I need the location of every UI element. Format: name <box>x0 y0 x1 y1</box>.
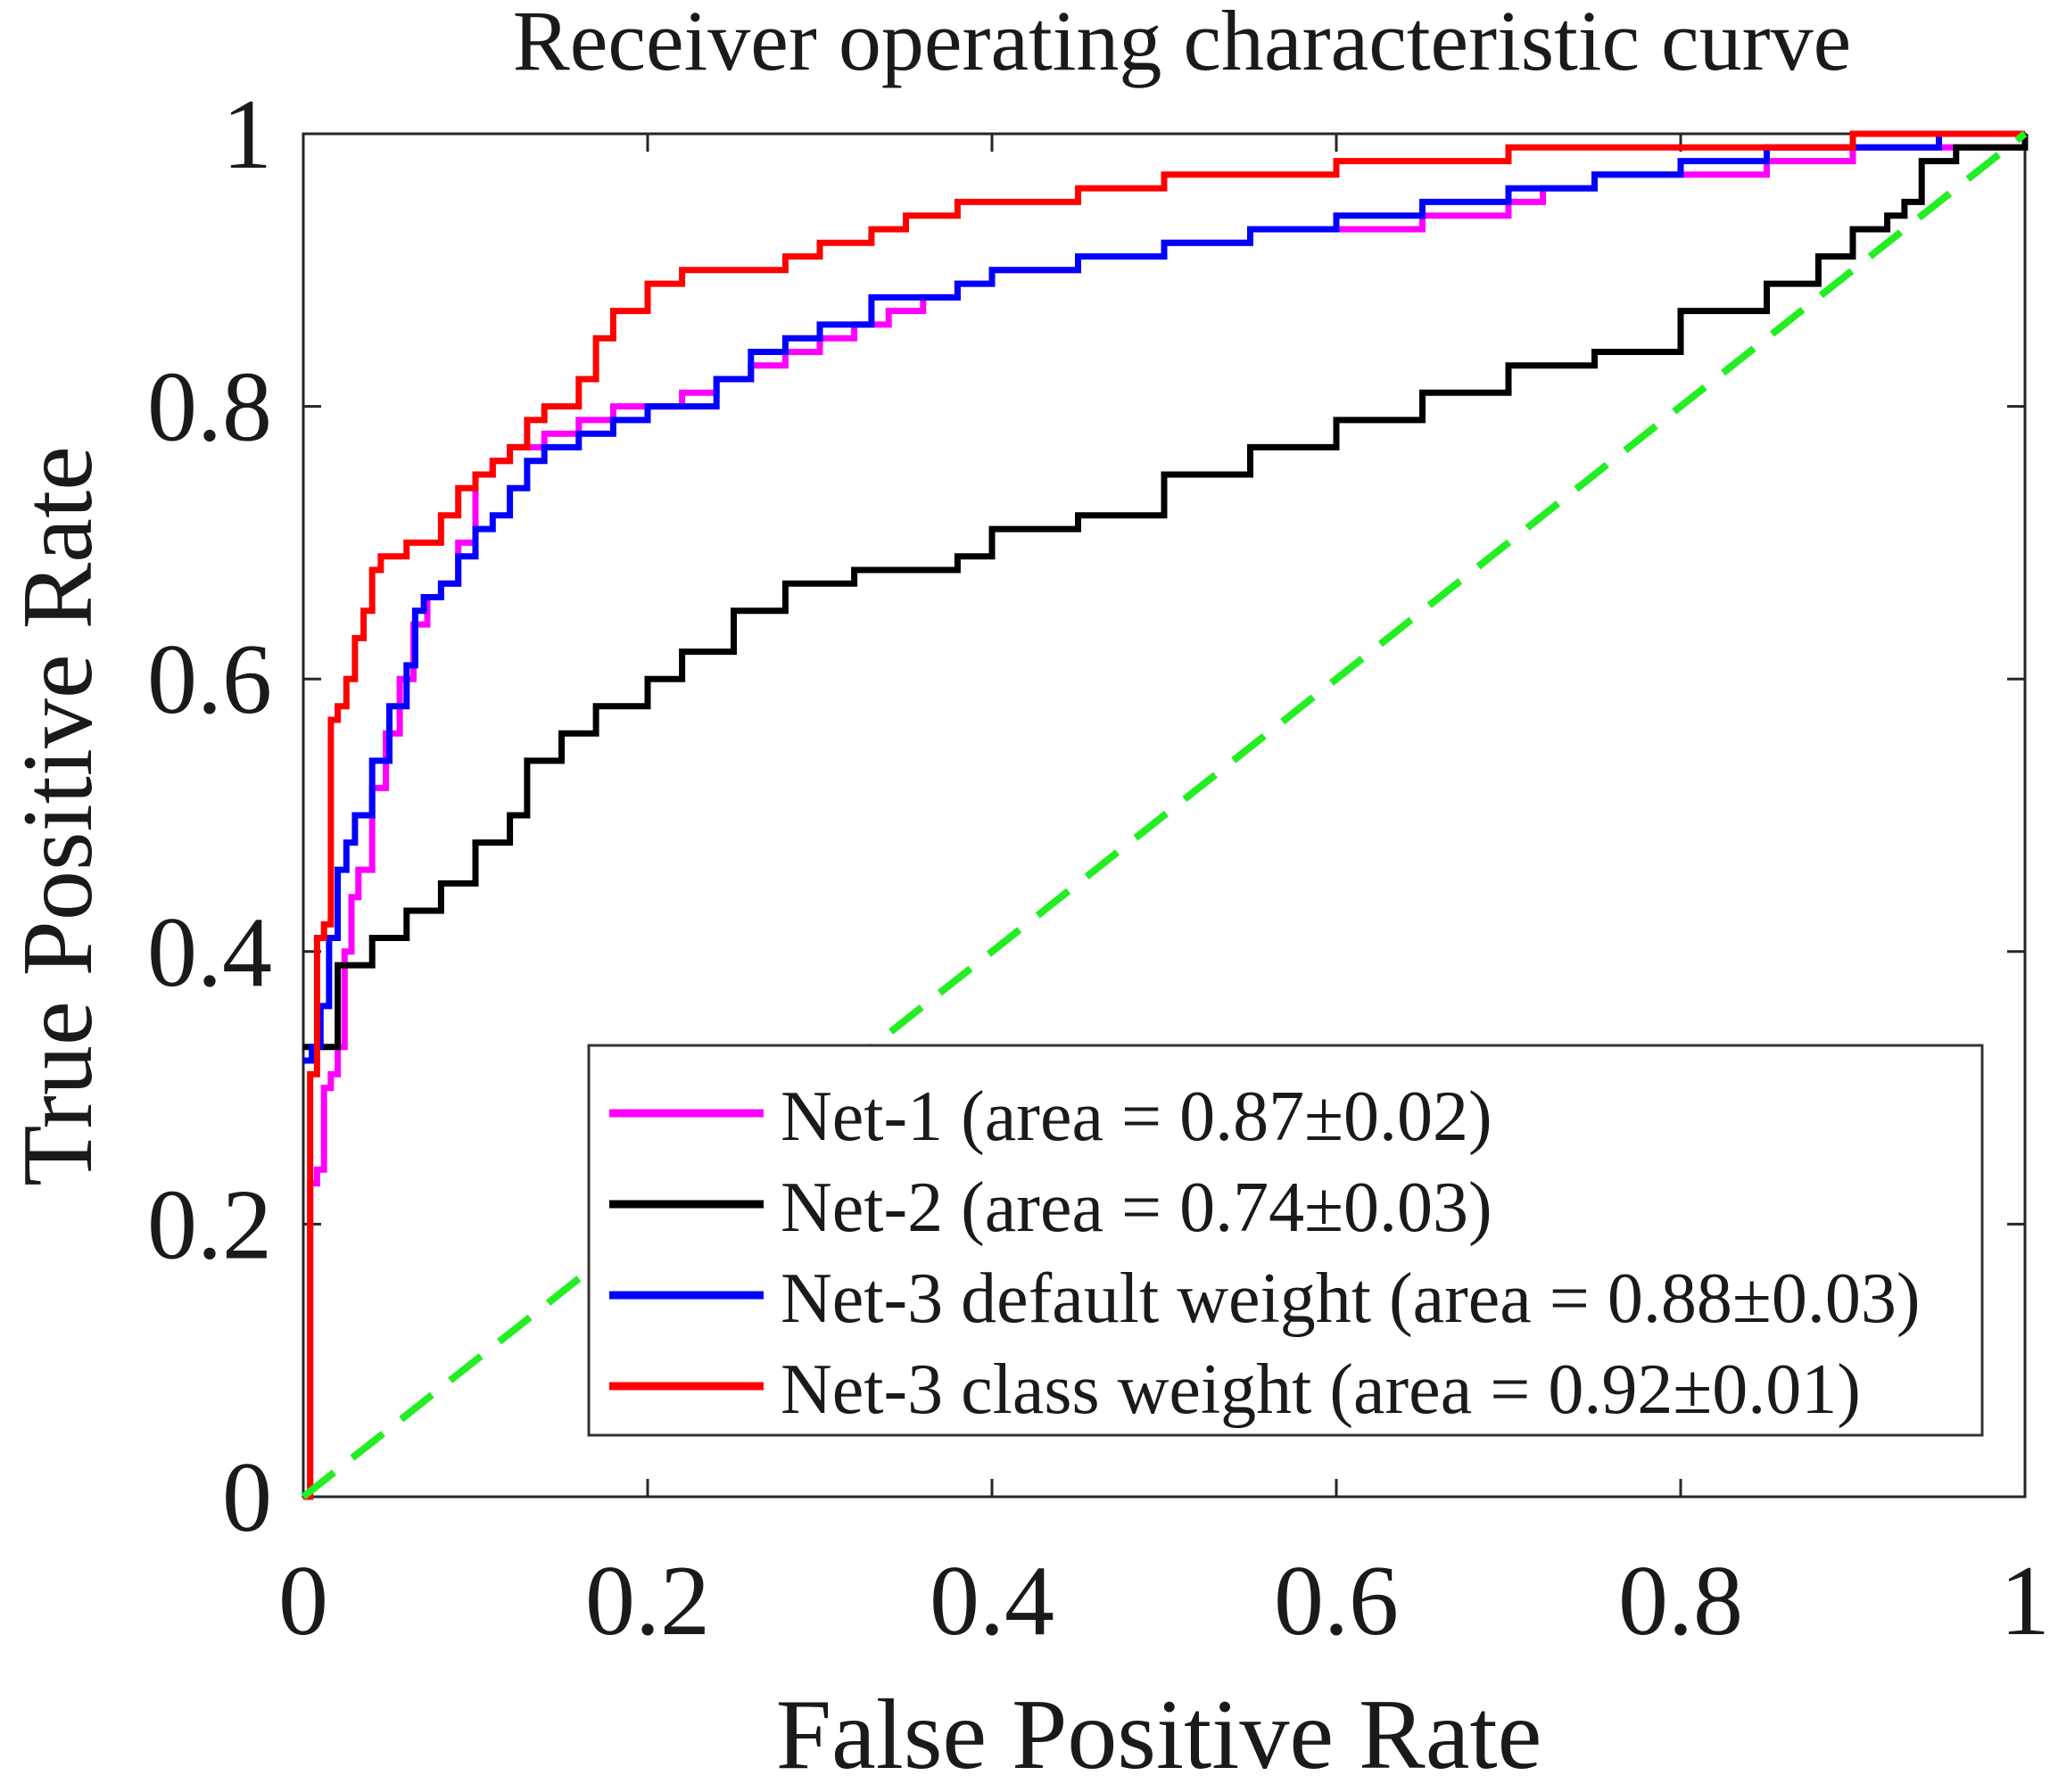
x-tick-label: 1 <box>2000 1546 2050 1656</box>
y-tick-label: 0.4 <box>147 897 272 1008</box>
x-tick-label: 0.6 <box>1274 1546 1399 1656</box>
x-tick-label: 0.8 <box>1618 1546 1743 1656</box>
y-tick-label: 0.8 <box>147 352 272 463</box>
axes-frame <box>302 132 2027 1499</box>
y-tick-label: 1 <box>222 79 272 190</box>
y-tick-label: 0 <box>222 1442 272 1553</box>
x-tick-label: 0 <box>278 1546 328 1656</box>
series-line-3 <box>303 130 2025 1064</box>
y-tick-label: 0.6 <box>147 624 272 735</box>
legend-box <box>587 1044 1984 1437</box>
series-line-4 <box>303 130 2025 1500</box>
x-tick-label: 0.4 <box>930 1546 1054 1656</box>
y-axis-title: True Positive Rate <box>3 446 113 1186</box>
legend-label-2: Net-2 (area = 0.74±0.03) <box>781 1169 1492 1247</box>
y-tick-label: 0.2 <box>147 1169 272 1280</box>
series-line-2 <box>303 134 2029 1051</box>
legend-label-1: Net-1 (area = 0.87±0.02) <box>781 1078 1492 1156</box>
x-axis-title: False Positive Rate <box>776 1680 1542 1790</box>
chart-title: Receiver operating characteristic curve <box>513 0 1851 88</box>
legend-label-3: Net-3 default weight (area = 0.88±0.03) <box>781 1259 1920 1338</box>
x-tick-label: 0.2 <box>585 1546 710 1656</box>
legend: Net-1 (area = 0.87±0.02) Net-2 (area = 0.… <box>587 1044 1984 1437</box>
plot-area: 0 0.2 0.4 0.6 0.8 1 0 0.2 0.4 0.6 0.8 1 <box>147 79 2050 1656</box>
legend-label-4: Net-3 class weight (area = 0.92±0.01) <box>781 1350 1861 1429</box>
series-line-5 <box>301 130 2028 1500</box>
